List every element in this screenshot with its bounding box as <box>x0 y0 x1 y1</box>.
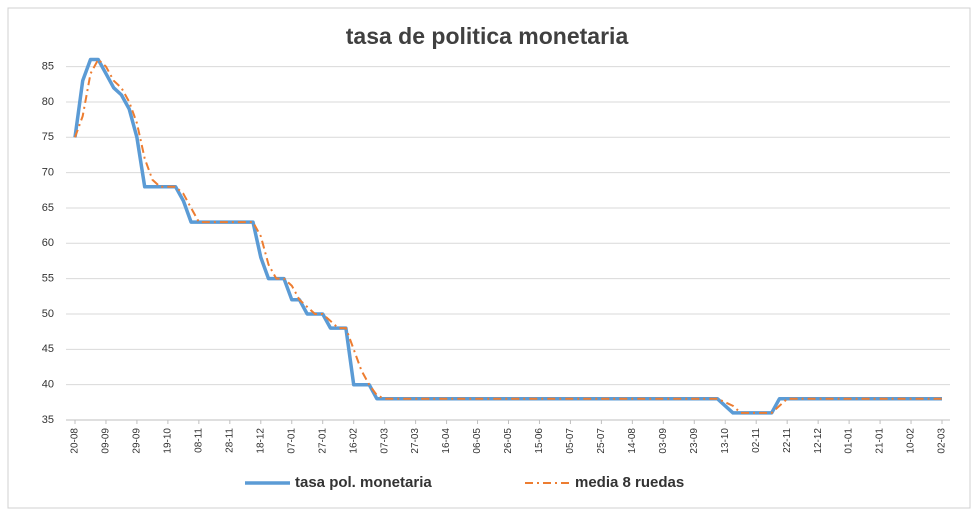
y-tick-label: 80 <box>42 96 54 108</box>
x-tick-label: 29-09 <box>132 428 143 454</box>
y-tick-label: 65 <box>42 202 54 214</box>
x-tick-label: 01-01 <box>844 428 855 454</box>
x-tick-label: 03-09 <box>658 428 669 454</box>
x-tick-label: 27-03 <box>410 428 421 454</box>
x-tick-label: 06-05 <box>472 428 483 454</box>
x-tick-label: 15-06 <box>534 428 545 454</box>
y-tick-label: 50 <box>42 308 54 320</box>
chart-frame <box>7 7 971 509</box>
chart-title: tasa de politica monetaria <box>346 23 629 49</box>
x-tick-label: 28-11 <box>224 428 235 453</box>
x-tick-label: 08-11 <box>193 428 204 453</box>
x-tick-label: 12-12 <box>813 428 824 454</box>
y-tick-label: 60 <box>42 237 54 249</box>
x-tick-label: 02-11 <box>751 428 762 453</box>
x-tick-label: 07-01 <box>286 428 297 454</box>
y-tick-label: 45 <box>42 343 54 355</box>
x-tick-label: 21-01 <box>875 428 886 454</box>
x-tick-label: 27-01 <box>317 428 328 454</box>
x-tick-label: 14-08 <box>627 428 638 454</box>
legend-label: media 8 ruedas <box>575 474 684 491</box>
x-tick-label: 23-09 <box>689 428 700 454</box>
x-tick-label: 19-10 <box>163 428 174 454</box>
y-tick-label: 70 <box>42 167 54 179</box>
x-tick-label: 25-07 <box>596 428 607 454</box>
x-tick-label: 09-09 <box>101 428 112 454</box>
x-tick-label: 02-03 <box>937 428 948 454</box>
x-tick-label: 10-02 <box>906 428 917 454</box>
y-tick-label: 55 <box>42 273 54 285</box>
y-tick-label: 85 <box>42 61 54 73</box>
x-tick-label: 13-10 <box>720 428 731 454</box>
series-line <box>74 58 942 414</box>
x-tick-label: 07-03 <box>379 428 390 454</box>
x-tick-label: 16-02 <box>348 428 359 454</box>
y-tick-label: 40 <box>42 379 54 391</box>
x-tick-label: 05-07 <box>565 428 576 454</box>
x-tick-label: 20-08 <box>70 428 81 454</box>
y-tick-label: 75 <box>42 131 54 143</box>
legend-label: tasa pol. monetaria <box>295 474 432 491</box>
x-tick-label: 22-11 <box>782 428 793 453</box>
x-tick-label: 16-04 <box>441 428 452 454</box>
x-tick-label: 18-12 <box>255 428 266 454</box>
y-tick-label: 35 <box>42 414 54 426</box>
x-tick-label: 26-05 <box>503 428 514 454</box>
